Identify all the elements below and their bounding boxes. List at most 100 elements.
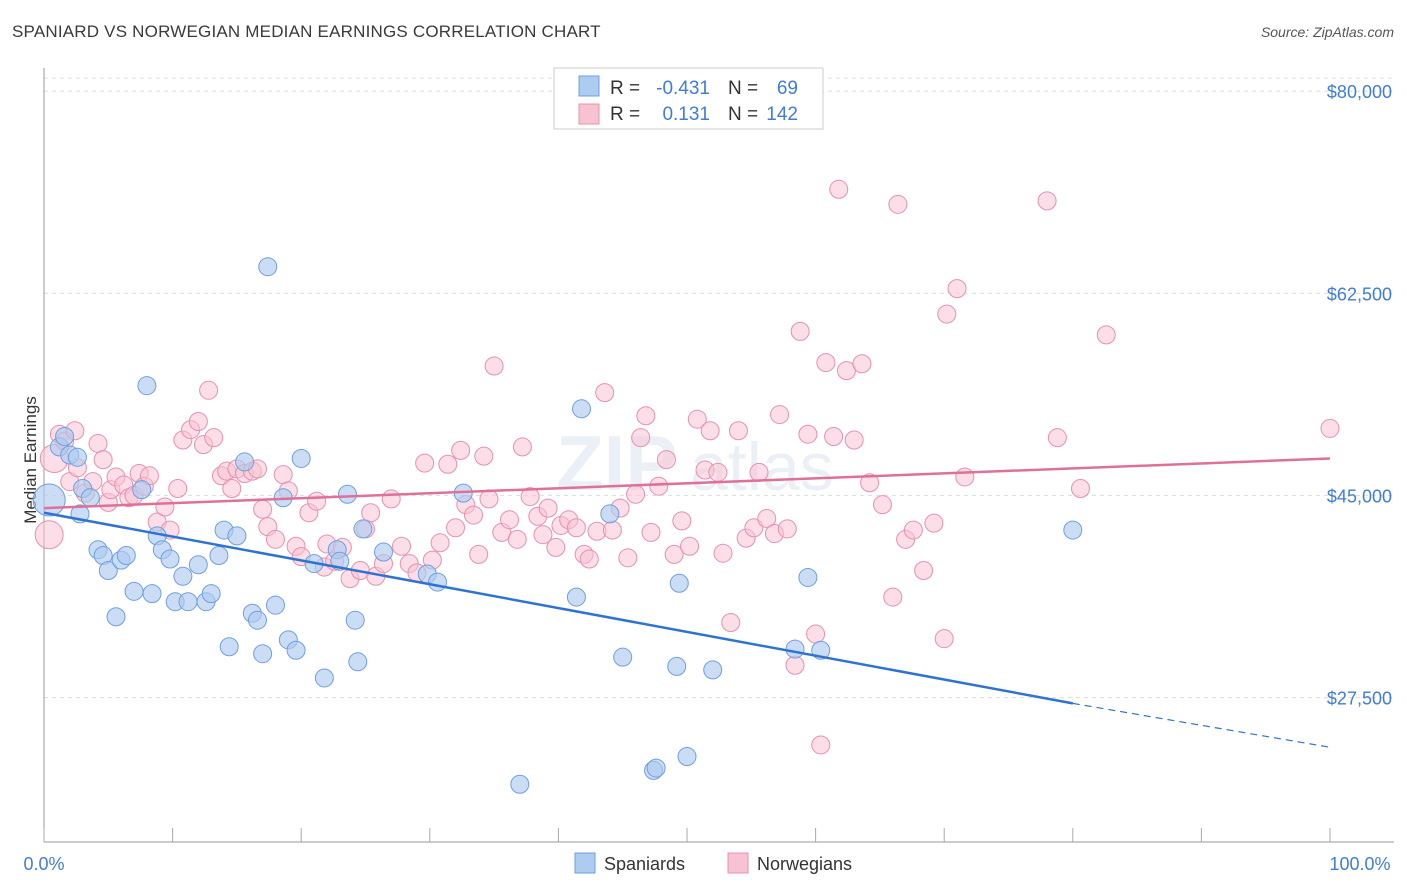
spaniard-point xyxy=(209,546,229,566)
x-tick-label-max: 100.0% xyxy=(1329,854,1390,874)
y-tick-label: $62,500 xyxy=(1327,284,1392,304)
spaniard-point xyxy=(219,637,239,657)
spaniard-point xyxy=(646,758,666,778)
norwegian-point xyxy=(204,428,224,448)
spaniard-point xyxy=(116,546,136,566)
spaniard-point xyxy=(613,647,633,667)
norwegian-point xyxy=(947,279,967,299)
spaniard-point xyxy=(428,572,448,592)
spaniard-point xyxy=(600,504,620,524)
x-tick-label-min: 0.0% xyxy=(23,854,64,874)
spaniard-point xyxy=(106,607,126,627)
norwegian-point xyxy=(579,549,599,569)
norwegians-points xyxy=(34,179,1340,755)
norwegian-point xyxy=(538,498,558,518)
norwegian-point xyxy=(806,624,826,644)
legend-r-value-1: -0.431 xyxy=(656,78,710,99)
norwegian-point xyxy=(430,533,450,553)
norwegian-point xyxy=(602,520,622,540)
norwegian-point xyxy=(680,536,700,556)
norwegian-point xyxy=(872,495,892,515)
spaniard-point xyxy=(247,610,267,630)
norwegian-point xyxy=(937,304,957,324)
norwegian-point xyxy=(749,462,769,482)
source-note: Source: ZipAtlas.com xyxy=(1260,24,1394,40)
norwegian-point xyxy=(479,489,499,509)
norwegian-point xyxy=(484,356,504,376)
norwegian-point xyxy=(595,383,615,403)
spaniard-point xyxy=(374,542,394,562)
legend-n-label-2: N = xyxy=(728,104,758,125)
norwegian-point xyxy=(816,353,836,373)
spaniard-point xyxy=(137,376,157,396)
norwegian-point xyxy=(626,484,646,504)
legend-n-label-1: N = xyxy=(728,78,758,99)
spaniard-point xyxy=(348,652,368,672)
norwegian-point xyxy=(168,479,188,499)
norwegian-point xyxy=(474,446,494,466)
series-legend: Spaniards Norwegians xyxy=(574,852,852,874)
norwegian-point xyxy=(708,462,728,482)
norwegian-point xyxy=(188,411,208,431)
spaniard-point xyxy=(286,640,306,660)
chart-title: SPANIARD VS NORWEGIAN MEDIAN EARNINGS CO… xyxy=(12,22,601,41)
spaniard-point xyxy=(265,595,285,615)
spaniard-point xyxy=(173,566,193,586)
norwegian-point xyxy=(34,520,64,550)
norwegian-point xyxy=(934,629,954,649)
norwegian-point xyxy=(451,440,471,460)
norwegian-point xyxy=(656,450,676,470)
norwegian-point xyxy=(1320,418,1340,438)
norwegian-point xyxy=(883,587,903,607)
norwegian-point xyxy=(687,409,707,429)
norwegian-point xyxy=(265,529,285,549)
spaniard-point xyxy=(235,452,255,472)
norwegian-point xyxy=(824,427,844,447)
norwegian-point xyxy=(852,354,872,374)
spaniard-point xyxy=(314,668,334,688)
y-tick-label: $27,500 xyxy=(1327,689,1392,709)
spaniards-trend-line xyxy=(43,511,1074,705)
norwegian-point xyxy=(533,525,553,545)
norwegian-point xyxy=(777,519,797,539)
norwegian-point xyxy=(721,613,741,633)
legend-r-label-1: R = xyxy=(610,78,640,99)
spaniard-point xyxy=(188,555,208,575)
y-axis-tick-labels: $27,500 $45,000 $62,500 $80,000 xyxy=(1327,82,1392,708)
norwegian-point xyxy=(924,513,944,533)
spaniard-point xyxy=(98,561,118,581)
norwegian-point xyxy=(664,544,684,564)
spaniard-point xyxy=(667,656,687,676)
norwegian-point xyxy=(566,518,586,538)
norwegian-point xyxy=(811,735,831,755)
norwegian-point xyxy=(790,321,810,341)
spaniard-point xyxy=(677,747,697,767)
trend-lines xyxy=(43,457,1331,748)
spaniard-point xyxy=(572,399,592,419)
bottom-legend-label-spaniards: Spaniards xyxy=(604,854,685,874)
legend-swatch-spaniards xyxy=(578,75,600,97)
norwegian-point xyxy=(728,421,748,441)
spaniard-point xyxy=(510,774,530,794)
spaniard-point xyxy=(178,592,198,612)
spaniard-point xyxy=(160,549,180,569)
norwegian-point xyxy=(631,428,651,448)
norwegian-point xyxy=(844,430,864,450)
gridlines xyxy=(44,77,1394,699)
norwegian-point xyxy=(744,518,764,538)
correlation-legend: R = -0.431 N = 69 R = 0.131 N = 142 xyxy=(553,67,824,130)
bottom-legend-label-norwegians: Norwegians xyxy=(757,854,852,874)
legend-r-value-2: 0.131 xyxy=(662,104,710,125)
spaniard-point xyxy=(132,480,152,500)
spaniard-point xyxy=(798,567,818,587)
norwegian-point xyxy=(649,476,669,496)
x-axis-ticks xyxy=(43,828,1331,842)
spaniard-point xyxy=(67,447,87,467)
spaniard-point xyxy=(142,584,162,604)
legend-n-value-1: 69 xyxy=(777,78,798,99)
norwegian-point xyxy=(618,548,638,568)
spaniard-point xyxy=(785,639,805,659)
spaniard-point xyxy=(345,610,365,630)
norwegian-point xyxy=(672,511,692,531)
norwegian-point xyxy=(415,453,435,473)
